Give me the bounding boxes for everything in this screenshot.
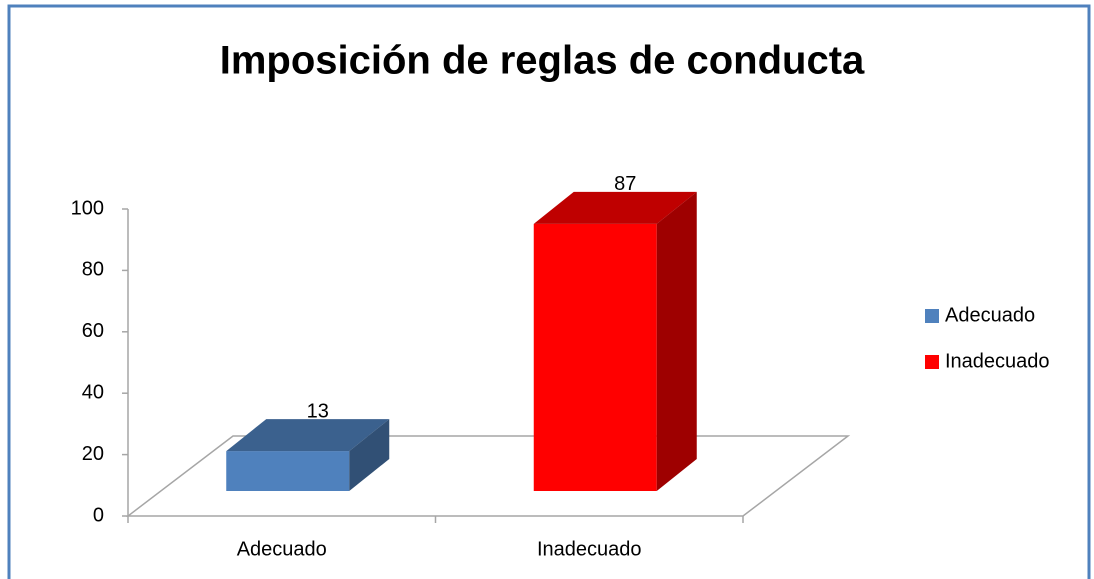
legend-swatch (925, 309, 939, 323)
bar-top (226, 419, 390, 452)
y-tick-label: 80 (82, 259, 104, 281)
y-tick-label: 60 (82, 320, 104, 342)
data-label: 87 (614, 173, 636, 195)
legend-label: Inadecuado (945, 350, 1050, 372)
bar-top (533, 191, 697, 224)
legend-label: Adecuado (945, 304, 1035, 326)
x-tick-label: Adecuado (237, 538, 327, 560)
frame (7, 4, 1091, 579)
legend-swatch (925, 355, 939, 369)
chart-title: Imposición de reglas de conducta (220, 39, 865, 83)
y-tick-label: 20 (82, 443, 104, 465)
floor (125, 435, 851, 517)
data-label: 13 (307, 400, 329, 422)
bar-front (226, 451, 350, 491)
y-tick-label: 40 (82, 381, 104, 403)
x-tick-label: Inadecuado (537, 538, 642, 560)
y-tick-label: 100 (71, 197, 104, 219)
bar-side (656, 191, 697, 491)
y-tick-label: 0 (93, 504, 104, 526)
bar-side (349, 419, 390, 491)
bar-front (533, 223, 657, 491)
